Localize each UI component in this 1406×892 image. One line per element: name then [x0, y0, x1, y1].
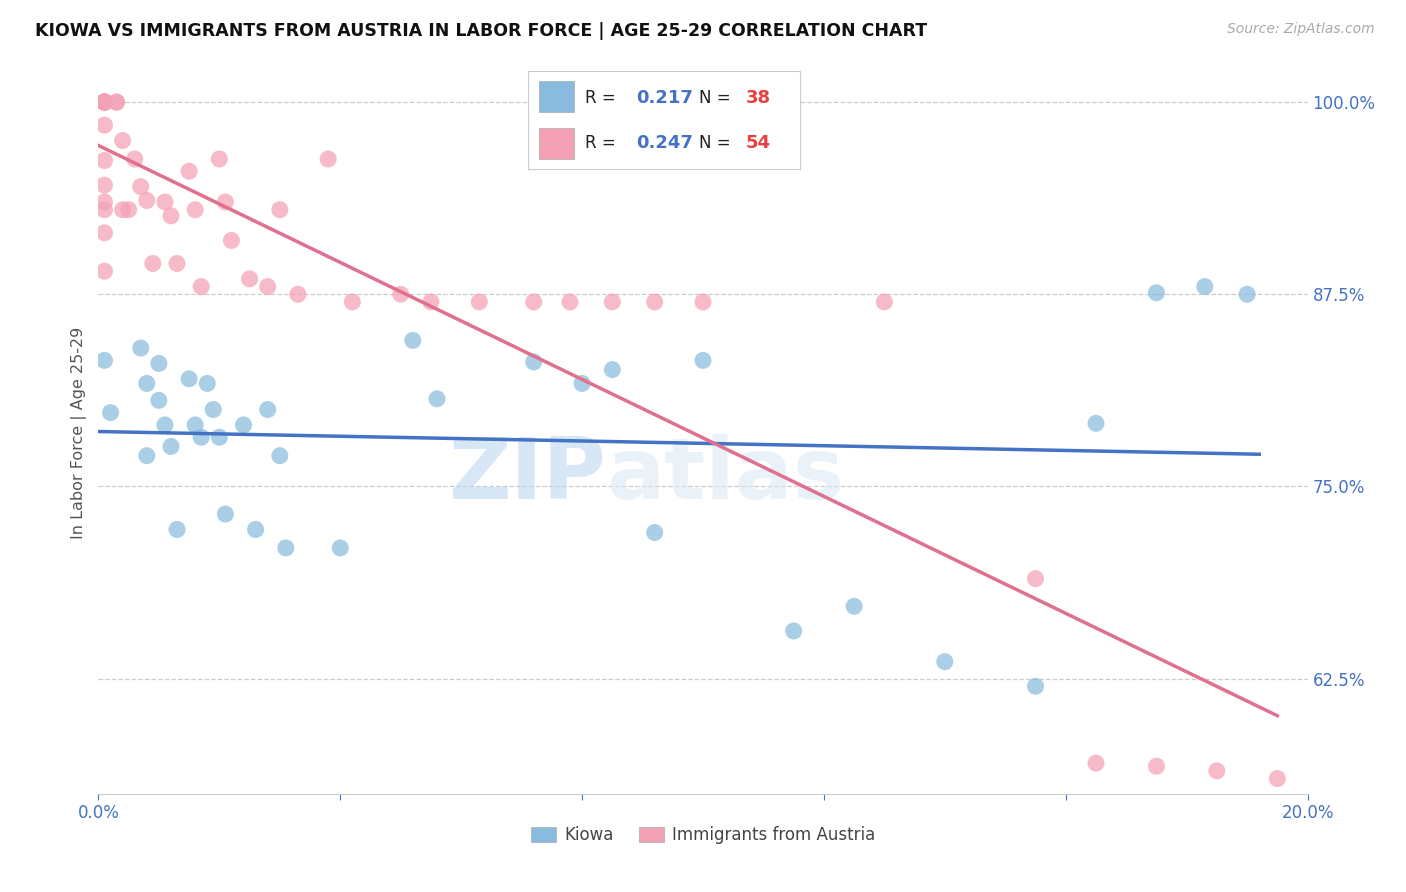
- Point: [93, 194, 115, 209]
- Text: KIOWA VS IMMIGRANTS FROM AUSTRIA IN LABOR FORCE | AGE 25-29 CORRELATION CHART: KIOWA VS IMMIGRANTS FROM AUSTRIA IN LABO…: [35, 22, 928, 40]
- Point: [153, 194, 176, 209]
- Point: [93, 264, 115, 278]
- Point: [1236, 287, 1258, 301]
- Point: [692, 295, 714, 310]
- Point: [269, 449, 291, 463]
- Point: [160, 440, 183, 454]
- Point: [195, 376, 218, 391]
- Point: [1085, 417, 1108, 431]
- Point: [692, 353, 714, 368]
- Point: [153, 417, 176, 432]
- Point: [166, 256, 188, 270]
- Text: ZIP: ZIP: [449, 434, 606, 517]
- Point: [208, 430, 231, 444]
- Point: [129, 341, 152, 355]
- Point: [1024, 572, 1046, 586]
- Point: [602, 362, 624, 376]
- Point: [523, 295, 546, 310]
- Point: [1194, 279, 1216, 293]
- Point: [179, 372, 201, 386]
- Point: [558, 295, 581, 310]
- Point: [644, 525, 666, 540]
- Point: [93, 95, 115, 109]
- Point: [135, 194, 157, 208]
- Point: [256, 402, 278, 417]
- Point: [389, 287, 412, 301]
- Text: atlas: atlas: [606, 434, 845, 517]
- Point: [214, 194, 236, 209]
- Point: [93, 95, 115, 109]
- Point: [93, 95, 115, 109]
- Point: [105, 95, 128, 109]
- Point: [100, 406, 122, 420]
- Point: [148, 393, 170, 408]
- Point: [274, 541, 297, 555]
- Point: [420, 295, 443, 310]
- Point: [256, 279, 278, 293]
- Point: [1144, 759, 1167, 773]
- Point: [329, 541, 352, 555]
- Point: [166, 523, 188, 537]
- Point: [184, 202, 207, 217]
- Point: [190, 279, 212, 293]
- Point: [468, 295, 491, 310]
- Point: [844, 599, 866, 614]
- Point: [118, 202, 141, 217]
- Point: [239, 272, 262, 286]
- Point: [93, 95, 115, 109]
- Point: [93, 95, 115, 109]
- Point: [402, 334, 425, 348]
- Point: [93, 95, 115, 109]
- Point: [426, 392, 449, 406]
- Legend: Kiowa, Immigrants from Austria: Kiowa, Immigrants from Austria: [524, 819, 882, 851]
- Point: [105, 95, 128, 109]
- Point: [93, 178, 115, 193]
- Point: [214, 507, 236, 521]
- Point: [873, 295, 896, 310]
- Point: [179, 164, 201, 178]
- Point: [287, 287, 309, 301]
- Point: [316, 152, 339, 166]
- Point: [523, 355, 546, 369]
- Y-axis label: In Labor Force | Age 25-29: In Labor Force | Age 25-29: [72, 326, 87, 539]
- Point: [221, 234, 243, 248]
- Text: Source: ZipAtlas.com: Source: ZipAtlas.com: [1227, 22, 1375, 37]
- Point: [1024, 679, 1046, 693]
- Point: [934, 655, 956, 669]
- Point: [111, 202, 134, 217]
- Point: [111, 134, 134, 148]
- Point: [1085, 756, 1108, 771]
- Point: [93, 353, 115, 368]
- Point: [93, 153, 115, 168]
- Point: [148, 356, 170, 370]
- Point: [190, 430, 212, 444]
- Point: [124, 152, 146, 166]
- Point: [93, 202, 115, 217]
- Point: [135, 449, 157, 463]
- Point: [783, 624, 806, 638]
- Point: [93, 95, 115, 109]
- Point: [135, 376, 157, 391]
- Point: [93, 95, 115, 109]
- Point: [93, 226, 115, 240]
- Point: [93, 118, 115, 132]
- Point: [602, 295, 624, 310]
- Point: [342, 295, 364, 310]
- Point: [245, 523, 267, 537]
- Point: [184, 417, 207, 432]
- Point: [1144, 285, 1167, 300]
- Point: [160, 209, 183, 223]
- Point: [202, 402, 225, 417]
- Point: [142, 256, 165, 270]
- Point: [644, 295, 666, 310]
- Point: [571, 376, 593, 391]
- Point: [269, 202, 291, 217]
- Point: [129, 179, 152, 194]
- Point: [208, 152, 231, 166]
- Point: [93, 95, 115, 109]
- Point: [1267, 772, 1289, 786]
- Point: [232, 417, 254, 432]
- Point: [1206, 764, 1229, 778]
